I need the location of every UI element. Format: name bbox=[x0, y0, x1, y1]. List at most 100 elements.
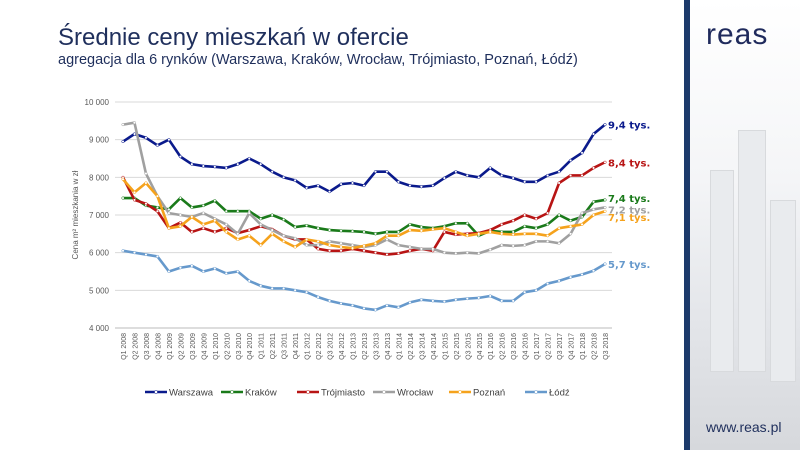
data-point bbox=[500, 173, 504, 177]
data-point bbox=[603, 209, 607, 213]
x-tick-label: Q4 2011 bbox=[293, 333, 300, 359]
data-point bbox=[546, 211, 550, 215]
website-url[interactable]: www.reas.pl bbox=[706, 419, 782, 435]
y-tick-label: 10 000 bbox=[85, 98, 110, 107]
data-point bbox=[339, 229, 343, 233]
reas-logo: reas bbox=[706, 18, 769, 51]
data-point bbox=[511, 244, 515, 248]
data-point bbox=[270, 232, 274, 236]
data-point bbox=[385, 237, 389, 242]
data-point bbox=[580, 272, 584, 277]
data-point bbox=[454, 170, 458, 174]
data-point bbox=[121, 249, 125, 253]
data-point bbox=[546, 173, 550, 177]
data-point bbox=[328, 299, 332, 303]
data-point bbox=[431, 184, 435, 188]
x-tick-label: Q2 2011 bbox=[270, 333, 277, 359]
data-point bbox=[419, 225, 423, 229]
legend-label: Wrocław bbox=[397, 388, 433, 399]
data-point bbox=[236, 232, 240, 236]
x-tick-label: Q2 2010 bbox=[224, 333, 231, 360]
x-tick-label: Q3 2014 bbox=[419, 333, 426, 360]
data-point bbox=[190, 264, 194, 268]
data-point bbox=[454, 298, 458, 302]
data-point bbox=[305, 290, 309, 294]
data-point bbox=[224, 222, 228, 226]
legend-marker bbox=[154, 390, 158, 394]
data-point bbox=[144, 253, 148, 257]
data-point bbox=[546, 234, 550, 238]
data-point bbox=[316, 247, 320, 251]
data-point bbox=[350, 229, 355, 233]
data-point bbox=[316, 239, 320, 243]
data-point bbox=[190, 215, 194, 219]
data-point bbox=[580, 151, 584, 155]
data-point bbox=[523, 180, 527, 184]
data-point bbox=[454, 233, 458, 237]
price-line-chart: 4 000 5 000 6 000 7 000 8 000 9 000 10 000 Cena… bbox=[71, 98, 650, 399]
x-tick-label: Q2 2018 bbox=[592, 333, 599, 360]
data-point bbox=[305, 223, 309, 228]
data-point bbox=[511, 176, 515, 180]
data-point bbox=[431, 227, 435, 231]
data-point bbox=[247, 211, 251, 215]
data-point bbox=[328, 239, 332, 243]
data-point bbox=[350, 181, 355, 185]
y-tick-label: 4 000 bbox=[89, 324, 110, 333]
data-point bbox=[373, 170, 378, 174]
data-point bbox=[500, 299, 504, 303]
x-tick-label: Q3 2012 bbox=[328, 333, 335, 360]
series-line-Poznań bbox=[122, 178, 606, 250]
data-point bbox=[155, 209, 159, 213]
data-point bbox=[270, 170, 274, 174]
data-point bbox=[178, 224, 182, 228]
data-point bbox=[442, 226, 446, 230]
data-point bbox=[546, 239, 550, 243]
data-point bbox=[396, 234, 400, 238]
y-tick-label: 7 000 bbox=[89, 211, 110, 220]
data-point bbox=[121, 196, 125, 200]
data-point bbox=[523, 290, 527, 294]
data-point bbox=[328, 243, 332, 247]
data-point bbox=[236, 162, 240, 166]
data-point bbox=[339, 249, 343, 253]
data-point bbox=[557, 241, 561, 245]
data-point bbox=[603, 262, 607, 266]
data-point bbox=[500, 232, 504, 236]
data-point bbox=[167, 269, 171, 274]
data-point bbox=[477, 175, 481, 179]
data-point bbox=[396, 251, 400, 255]
data-point bbox=[362, 184, 366, 188]
data-point bbox=[259, 222, 263, 226]
x-tick-label: Q2 2008 bbox=[132, 333, 139, 360]
data-point bbox=[557, 170, 561, 174]
x-tick-label: Q1 2018 bbox=[580, 333, 587, 360]
data-point bbox=[339, 241, 343, 245]
data-point bbox=[419, 298, 423, 302]
legend-marker bbox=[534, 390, 538, 394]
data-point bbox=[419, 185, 423, 189]
data-point bbox=[213, 230, 217, 234]
data-point bbox=[534, 232, 538, 236]
data-point bbox=[465, 221, 469, 225]
x-tick-label: Q2 2015 bbox=[454, 333, 461, 360]
data-point bbox=[396, 180, 400, 184]
data-point bbox=[132, 190, 137, 194]
data-point bbox=[419, 229, 423, 233]
data-point bbox=[350, 243, 355, 247]
data-point bbox=[328, 228, 332, 232]
data-point bbox=[465, 173, 469, 177]
data-point bbox=[546, 222, 550, 226]
data-point bbox=[282, 234, 286, 238]
data-point bbox=[362, 230, 366, 234]
data-point bbox=[236, 237, 240, 242]
data-point bbox=[339, 301, 343, 306]
data-point bbox=[247, 234, 251, 238]
x-tick-label: Q1 2011 bbox=[259, 333, 266, 359]
data-point bbox=[259, 217, 263, 221]
data-point bbox=[132, 198, 137, 202]
legend-label: Warszawa bbox=[169, 388, 214, 399]
data-point bbox=[557, 279, 561, 283]
end-value-label: 8,4 tys. bbox=[608, 158, 650, 169]
data-point bbox=[201, 226, 205, 230]
